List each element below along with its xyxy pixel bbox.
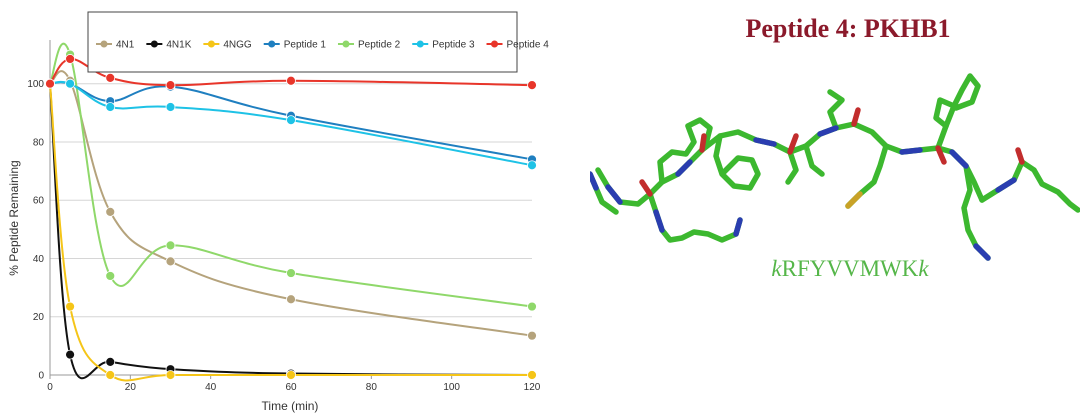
- legend-item-peptide-2: Peptide 2: [337, 40, 401, 51]
- data-point: [527, 80, 537, 91]
- data-point: [65, 349, 75, 360]
- x-tick-label: 20: [125, 382, 137, 393]
- data-point: [165, 256, 176, 267]
- structure-title: Peptide 4: PKHB1: [745, 14, 951, 43]
- data-point: [105, 102, 116, 112]
- series-4ngg: [45, 78, 537, 382]
- data-point: [45, 78, 55, 89]
- legend-swatch-marker: [342, 40, 350, 48]
- data-point: [527, 301, 537, 312]
- x-tick-label: 100: [443, 382, 460, 393]
- y-tick-label: 80: [33, 137, 45, 148]
- y-tick-label: 0: [38, 371, 44, 382]
- sequence-d-residue-start: k: [771, 256, 782, 281]
- data-point: [286, 75, 296, 86]
- y-tick-label: 40: [33, 254, 45, 265]
- legend-swatch-marker: [100, 40, 108, 48]
- legend-label: 4NGG: [223, 40, 252, 51]
- sequence-d-residue-end: k: [918, 256, 929, 281]
- legend-label: 4N1: [116, 40, 135, 51]
- stability-chart: 0 20 40 60 80 100 0 20 40 60 80 100 120 4N1 4N1K 4NGG P…: [7, 11, 550, 413]
- series-lines: [45, 43, 537, 382]
- data-point: [286, 268, 296, 278]
- molecule-bonds: [590, 73, 1080, 261]
- series-peptide-3: [45, 78, 537, 171]
- legend-swatch-marker: [150, 40, 158, 48]
- data-point: [165, 370, 176, 380]
- series-peptide-4: [45, 54, 537, 91]
- data-point: [105, 370, 116, 380]
- data-point: [286, 294, 296, 305]
- legend-label: 4N1K: [166, 40, 191, 51]
- legend-label: Peptide 3: [432, 40, 475, 51]
- legend-item-peptide-1: Peptide 1: [263, 40, 327, 51]
- x-tick-label: 60: [285, 382, 297, 393]
- data-point: [105, 271, 116, 281]
- sequence-core: RFYVVMWK: [781, 256, 919, 281]
- data-point: [286, 370, 296, 380]
- legend-label: Peptide 2: [358, 40, 401, 51]
- legend-item-4n1k: 4N1K: [146, 40, 192, 51]
- legend-swatch-marker: [416, 40, 424, 48]
- legend-label: Peptide 4: [507, 40, 550, 51]
- x-tick-label: 40: [205, 382, 217, 393]
- data-point: [527, 160, 537, 171]
- x-tick-label: 80: [366, 382, 378, 393]
- data-point: [165, 80, 176, 91]
- legend: 4N1 4N1K 4NGG Peptide 1 Peptide 2 Peptide 3 Pe…: [87, 11, 550, 73]
- legend-item-peptide-3: Peptide 3: [412, 40, 475, 51]
- peptide-sequence: kRFYVVMWKk: [700, 256, 1000, 282]
- x-tick-label: 0: [47, 382, 53, 393]
- y-tick-label: 100: [27, 79, 44, 90]
- legend-label: Peptide 1: [284, 40, 327, 51]
- y-tick-label: 20: [33, 312, 45, 323]
- legend-swatch-marker: [491, 40, 499, 48]
- legend-item-4n1: 4N1: [96, 40, 135, 51]
- y-axis-title: % Peptide Remaining: [7, 160, 21, 275]
- legend-item-4ngg: 4NGG: [203, 40, 252, 51]
- data-point: [165, 102, 176, 112]
- peptide-structure-image: [590, 73, 1080, 261]
- data-point: [65, 301, 75, 312]
- x-axis-title: Time (min): [262, 399, 319, 413]
- data-point: [527, 330, 537, 341]
- legend-item-peptide-4: Peptide 4: [486, 40, 550, 51]
- data-point: [65, 54, 75, 64]
- data-point: [105, 356, 116, 367]
- data-point: [105, 72, 116, 83]
- legend-box: [87, 11, 518, 73]
- data-point: [165, 240, 176, 251]
- x-tick-label: 120: [524, 382, 541, 393]
- data-point: [65, 78, 75, 89]
- data-point: [286, 115, 296, 126]
- series-line-4ngg: [49, 83, 532, 382]
- axes: 0 20 40 60 80 100 0 20 40 60 80 100 120: [27, 40, 541, 393]
- legend-swatch-marker: [268, 40, 276, 48]
- legend-swatch-marker: [207, 40, 215, 48]
- data-point: [527, 370, 537, 380]
- data-point: [105, 206, 116, 217]
- y-tick-label: 60: [33, 196, 45, 207]
